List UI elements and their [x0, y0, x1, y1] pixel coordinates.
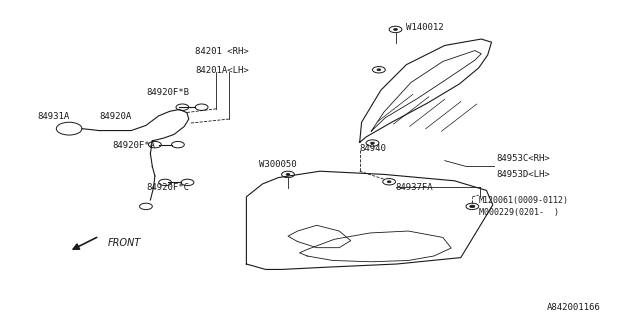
Text: W300050: W300050 [259, 160, 297, 169]
Text: 84953C<RH>: 84953C<RH> [496, 154, 550, 163]
Circle shape [470, 205, 475, 208]
Text: 84920F*B: 84920F*B [146, 88, 189, 97]
Text: 84201 <RH>: 84201 <RH> [195, 47, 249, 56]
Circle shape [371, 142, 374, 144]
Text: 84937FA: 84937FA [396, 183, 433, 192]
Text: 84940: 84940 [360, 144, 387, 153]
Text: 84920A: 84920A [99, 112, 131, 121]
Circle shape [394, 28, 397, 30]
Text: 84920F*C: 84920F*C [146, 183, 189, 192]
Circle shape [377, 69, 381, 71]
Text: 84201A<LH>: 84201A<LH> [195, 66, 249, 75]
Text: 84920F*A: 84920F*A [112, 141, 155, 150]
Text: 84931A: 84931A [37, 112, 69, 121]
Circle shape [286, 173, 290, 175]
Text: M120061(0009-0112): M120061(0009-0112) [479, 196, 569, 204]
Text: W140012: W140012 [406, 23, 444, 32]
Text: 84953D<LH>: 84953D<LH> [496, 170, 550, 179]
Circle shape [387, 181, 391, 183]
Text: A842001166: A842001166 [547, 303, 601, 312]
Text: FRONT: FRONT [108, 238, 141, 248]
Text: M000229(0201-  ): M000229(0201- ) [479, 208, 559, 217]
